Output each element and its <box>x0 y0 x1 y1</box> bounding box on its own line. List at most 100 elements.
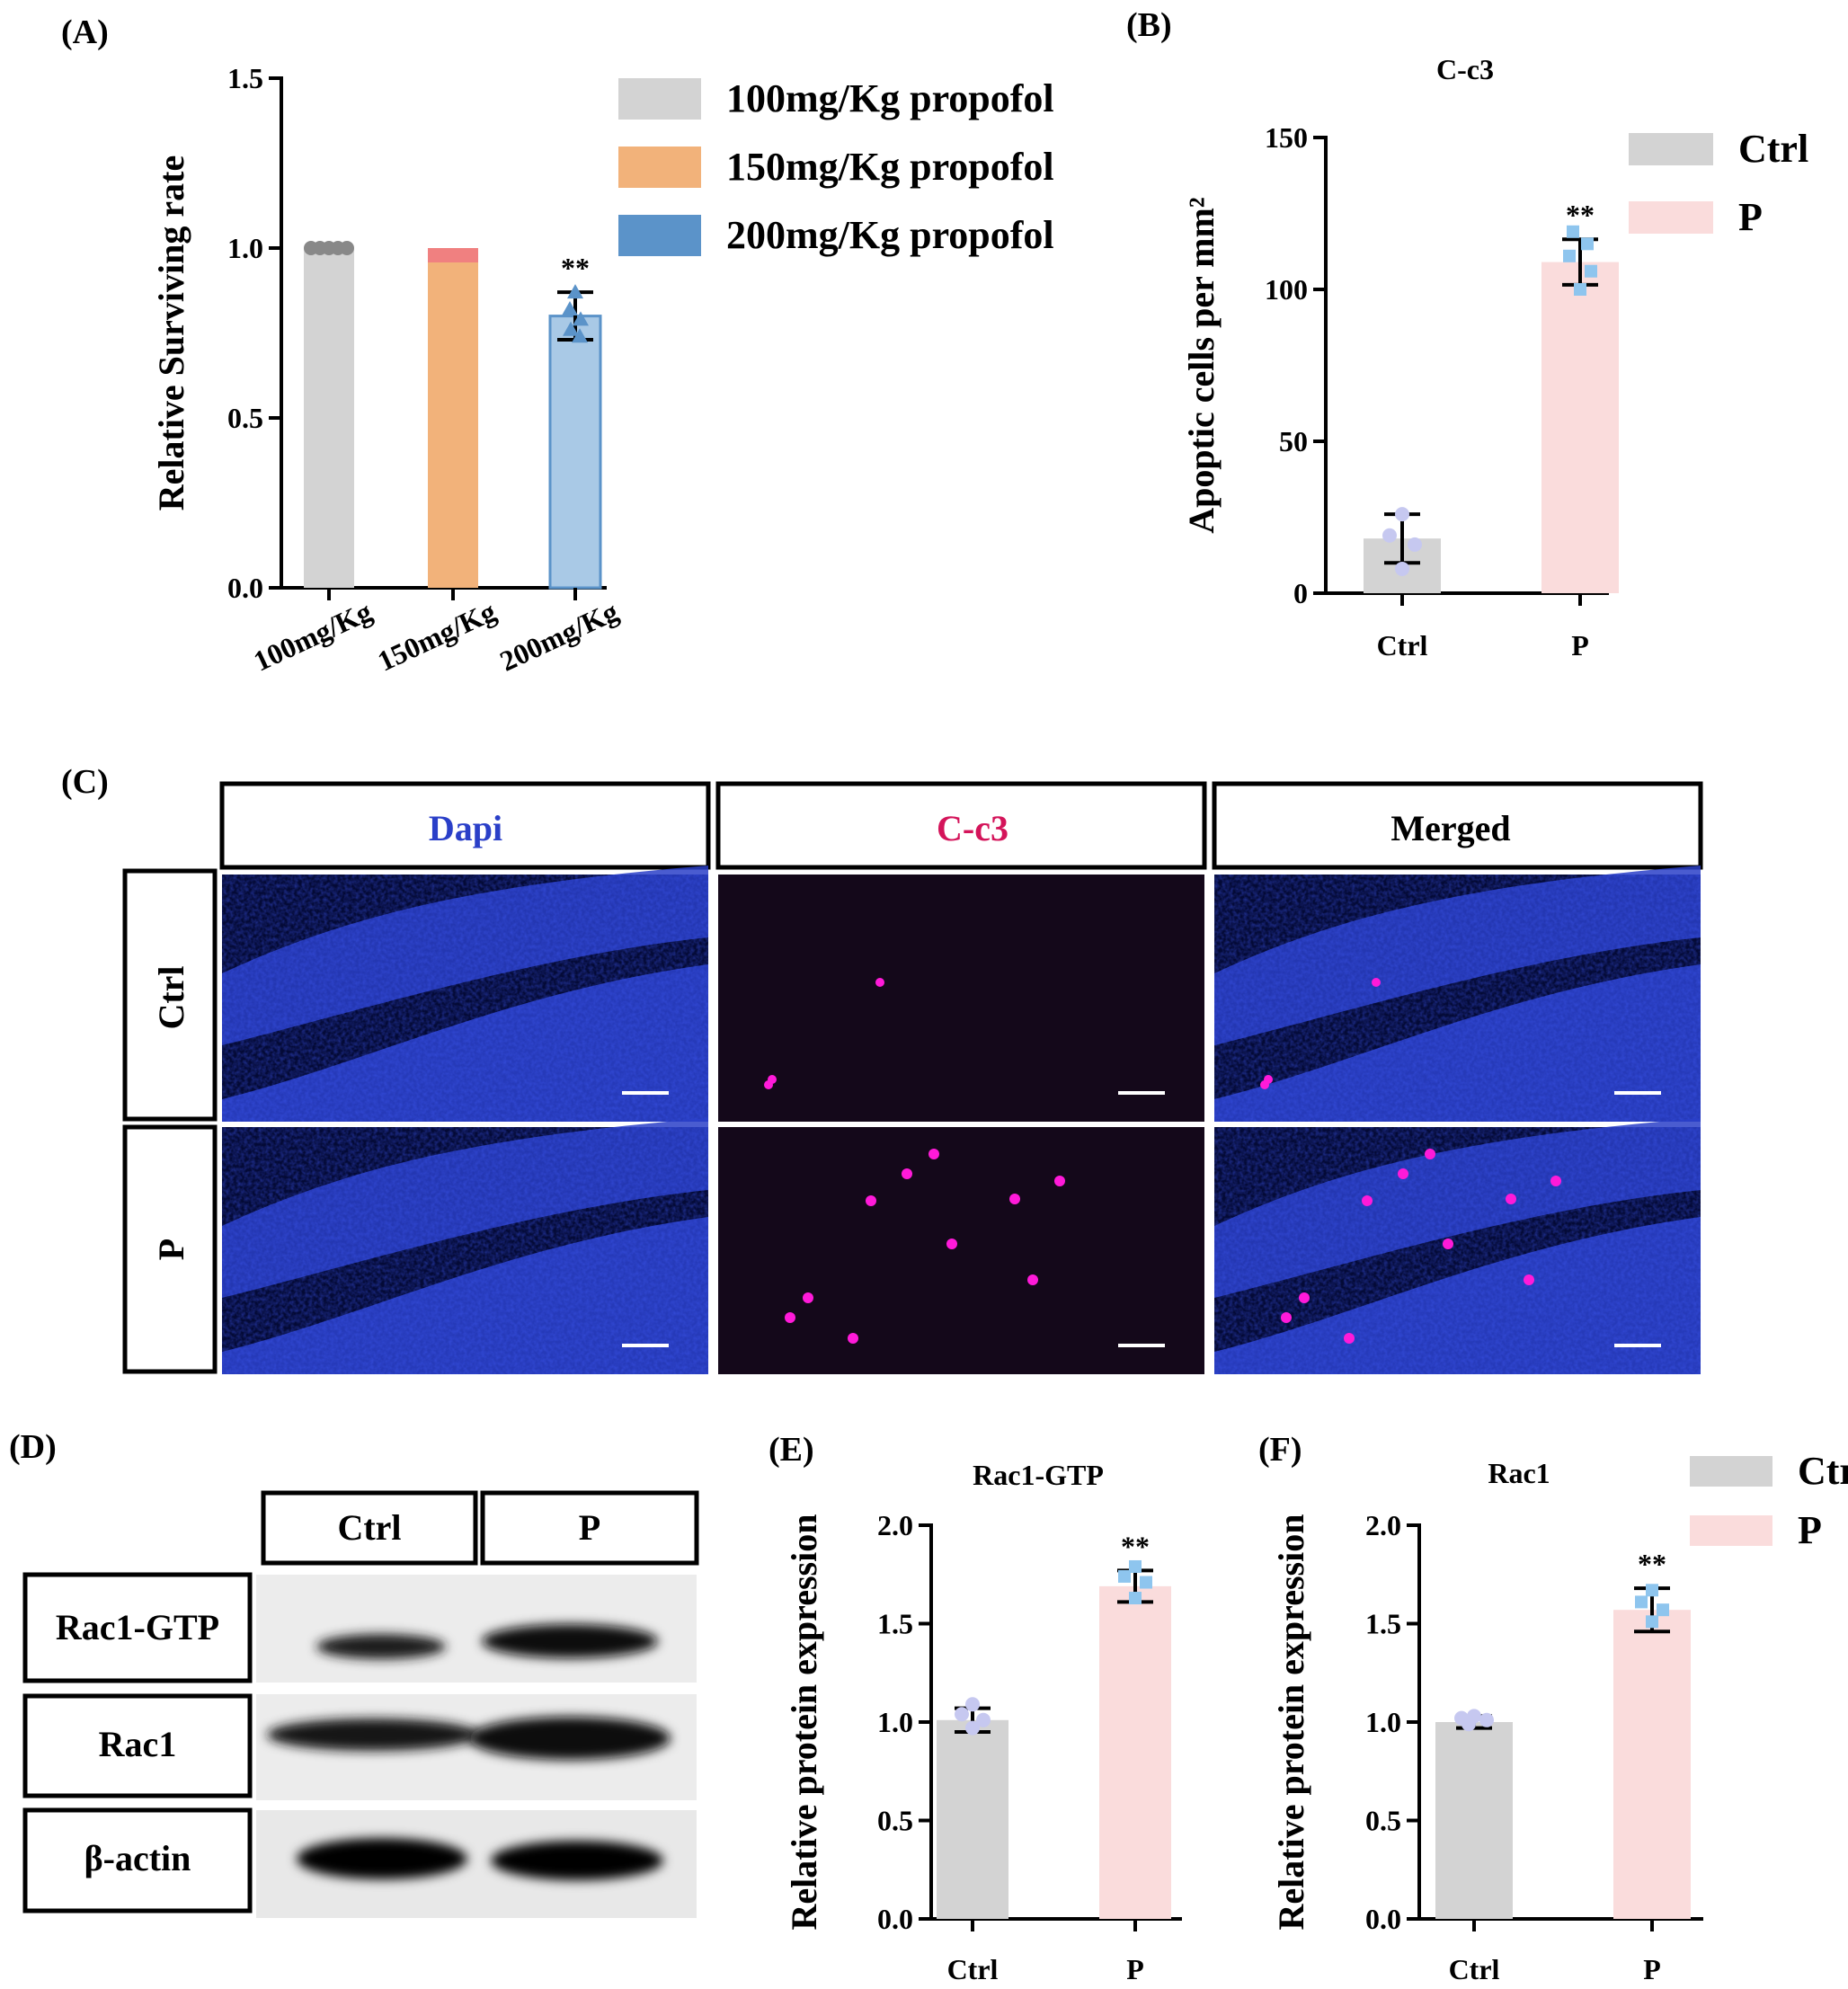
data-point <box>1140 1576 1152 1589</box>
legend-label: 100mg/Kg propofol <box>726 76 1054 120</box>
chart-a: 0.0 0.5 1.0 1.5 Relative Surviving rate 100mg… <box>151 62 1054 678</box>
legend-label: Ctrl <box>1738 127 1808 171</box>
x-tick-label: P <box>1571 629 1589 662</box>
scale-bar <box>1614 1091 1661 1095</box>
band-bactin-ctrl <box>297 1838 467 1879</box>
panel-f: (F) 0.0 0.5 1.0 1.5 2.0 Relative protein expr… <box>1258 1431 1848 1985</box>
band-rac1gtp-p <box>482 1624 658 1658</box>
x-tick-label: P <box>1126 1953 1144 1985</box>
wb-row-bactin: β-actin <box>84 1838 191 1878</box>
wb-col-box-p <box>480 1490 699 1566</box>
wb-row-rac1gtp: Rac1-GTP <box>56 1607 219 1647</box>
data-point <box>1574 283 1586 296</box>
wb-row-box-bactin <box>22 1807 253 1914</box>
chart-title: Rac1 <box>1488 1457 1550 1489</box>
bar-3 <box>548 315 602 590</box>
significance-mark: ** <box>1638 1548 1666 1580</box>
significance-mark: ** <box>1566 199 1595 231</box>
data-point <box>1563 249 1576 262</box>
wb-col-box-ctrl <box>261 1490 478 1566</box>
y-tick-label: 2.0 <box>1365 1509 1401 1541</box>
y-tick-label: 0.0 <box>227 572 263 604</box>
y-axis-title: Relative protein expression <box>784 1514 824 1931</box>
bar-1 <box>304 248 354 588</box>
header-box-merged <box>1212 781 1703 870</box>
header-merged: Merged <box>1390 808 1510 848</box>
panel-label-f: (F) <box>1258 1431 1302 1469</box>
micro-tile-ctrl-dapi <box>222 866 708 1122</box>
band-rac1-ctrl <box>267 1718 479 1751</box>
wb-row-box-rac1 <box>22 1693 253 1798</box>
y-axis-title: Apoptic cells per mm² <box>1181 197 1222 534</box>
data-point <box>955 1707 969 1722</box>
microscopy-grid <box>222 866 1701 1374</box>
chart-f: 0.0 0.5 1.0 1.5 2.0 Relative protein expressi… <box>1271 1449 1848 1985</box>
legend-swatch <box>618 147 701 188</box>
cc3-positive-cell <box>1550 1176 1561 1186</box>
panel-label-e: (E) <box>769 1431 814 1469</box>
panel-label-b: (B) <box>1126 6 1172 44</box>
cc3-positive-cell <box>1443 1239 1453 1249</box>
y-tick-label: 1.5 <box>877 1608 913 1640</box>
y-tick-label: 2.0 <box>877 1509 913 1541</box>
panel-b: (B) 0 50 100 150 Apoptic cells per mm² C-c3 Ct… <box>1126 6 1808 662</box>
micro-tile-ctrl-cc3 <box>718 875 1204 1122</box>
wb-col-ctrl: Ctrl <box>337 1507 401 1548</box>
dapi-texture <box>1214 1127 1701 1374</box>
panel-label-a: (A) <box>61 13 109 51</box>
micro-tile-p-merged <box>1214 1118 1701 1374</box>
bar-top-segment <box>428 248 478 262</box>
cc3-positive-cell <box>1299 1292 1310 1303</box>
panel-e: (E) 0.0 0.5 1.0 1.5 2.0 Relative protein expr… <box>769 1431 1182 1985</box>
cc3-positive-cell <box>1027 1274 1038 1285</box>
cc3-positive-cell <box>1398 1168 1408 1179</box>
bar-2 <box>1613 1610 1691 1919</box>
panel-a: (A) 0.0 0.5 1.0 1.5 Relative Surviving rate 1… <box>61 13 1054 678</box>
row-label-p: P <box>151 1239 191 1260</box>
scale-bar <box>622 1091 669 1095</box>
legend-swatch <box>1690 1515 1772 1546</box>
band-bactin-p <box>491 1841 663 1880</box>
cc3-positive-cell <box>1425 1149 1435 1159</box>
data-point <box>573 311 589 326</box>
cc3-positive-cell <box>1506 1194 1516 1204</box>
legend-swatch <box>618 215 701 256</box>
data-point <box>1646 1615 1658 1629</box>
data-point <box>1129 1592 1142 1605</box>
legend-label: 150mg/Kg propofol <box>726 145 1054 189</box>
micro-background <box>718 875 1204 1122</box>
significance-mark: ** <box>561 252 590 284</box>
cc3-positive-cell <box>928 1149 939 1159</box>
cc3-positive-cell <box>785 1312 795 1323</box>
data-point <box>1585 264 1597 278</box>
cc3-positive-cell <box>1054 1176 1065 1186</box>
cc3-positive-cell <box>1009 1194 1020 1204</box>
data-point <box>1129 1559 1142 1573</box>
data-point <box>965 1720 980 1736</box>
data-point <box>567 284 583 299</box>
panel-d: (D) Ctrl P Rac1-GTP Rac1 β-actin <box>9 1428 699 1918</box>
cc3-positive-cell <box>1372 978 1381 987</box>
bar-1 <box>937 1719 1008 1919</box>
y-axis-title: Relative protein expression <box>1271 1514 1311 1931</box>
header-cc3: C-c3 <box>937 808 1008 848</box>
header-dapi: Dapi <box>429 808 502 848</box>
legend-swatch <box>1690 1456 1772 1487</box>
data-point <box>340 241 354 255</box>
data-point <box>1382 528 1397 543</box>
y-tick-label: 1.5 <box>227 62 263 94</box>
data-point <box>572 328 588 343</box>
data-point <box>1395 507 1409 522</box>
y-tick-label: 0.0 <box>1365 1903 1401 1935</box>
bar-2 <box>1541 262 1619 593</box>
data-point <box>1646 1584 1658 1597</box>
micro-background <box>718 1127 1204 1374</box>
y-tick-label: 1.0 <box>1365 1706 1401 1738</box>
scale-bar <box>1118 1091 1165 1095</box>
dapi-texture <box>222 1127 708 1374</box>
legend-label: P <box>1798 1508 1822 1552</box>
panel-label-d: (D) <box>9 1428 57 1466</box>
y-tick-label: 0.5 <box>1365 1805 1401 1837</box>
row-box-ctrl <box>122 868 218 1122</box>
data-point <box>1581 237 1594 251</box>
